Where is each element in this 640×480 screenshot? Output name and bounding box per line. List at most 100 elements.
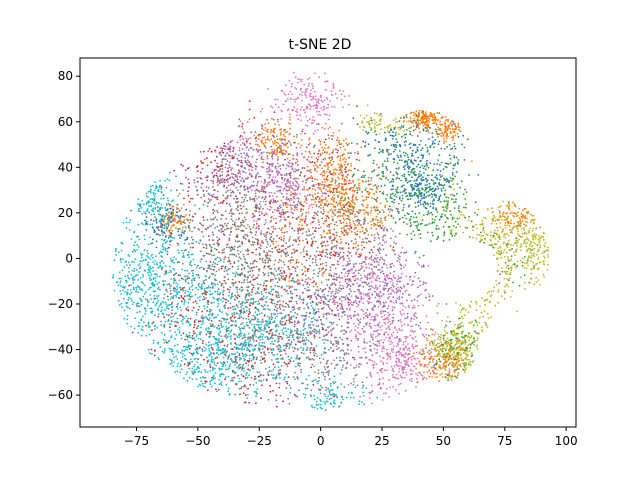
scatter-point (192, 306, 195, 309)
scatter-point (232, 173, 235, 176)
scatter-point (498, 236, 501, 239)
scatter-point (297, 261, 300, 264)
scatter-point (341, 300, 343, 302)
scatter-point (372, 309, 374, 312)
scatter-point (288, 240, 291, 242)
scatter-point (235, 271, 238, 274)
scatter-point (294, 76, 297, 79)
scatter-point (305, 179, 308, 182)
scatter-point (451, 361, 454, 364)
scatter-point (252, 284, 255, 287)
scatter-point (187, 190, 189, 193)
scatter-point (348, 293, 351, 296)
scatter-point (388, 320, 391, 323)
scatter-point (180, 309, 183, 311)
scatter-point (303, 83, 306, 86)
scatter-point (405, 140, 407, 143)
scatter-point (283, 179, 286, 182)
scatter-point (302, 299, 305, 302)
scatter-point (392, 264, 395, 267)
scatter-point (357, 345, 360, 348)
scatter-point (238, 300, 241, 303)
scatter-point (376, 112, 378, 115)
scatter-point (155, 187, 157, 190)
scatter-point (278, 386, 281, 389)
scatter-point (412, 119, 414, 122)
scatter-point (246, 376, 249, 379)
scatter-point (282, 149, 285, 152)
scatter-point (319, 114, 322, 116)
scatter-point (284, 305, 287, 308)
scatter-point (214, 372, 217, 374)
scatter-point (123, 317, 126, 320)
scatter-point (305, 259, 308, 262)
scatter-point (244, 353, 247, 356)
scatter-point (197, 371, 200, 373)
scatter-point (227, 329, 230, 332)
scatter-point (147, 243, 150, 246)
scatter-point (282, 204, 285, 207)
scatter-point (384, 137, 387, 140)
scatter-point (451, 374, 453, 377)
scatter-point (320, 188, 322, 191)
scatter-point (161, 207, 164, 209)
chart-title: t-SNE 2D (289, 37, 352, 53)
scatter-point (450, 338, 453, 341)
scatter-point (224, 282, 227, 284)
scatter-point (395, 373, 398, 376)
scatter-point (358, 262, 361, 265)
scatter-point (414, 112, 416, 115)
scatter-point (282, 275, 284, 278)
scatter-point (350, 290, 352, 293)
scatter-point (355, 337, 357, 340)
scatter-point (165, 265, 167, 267)
scatter-point (414, 182, 417, 185)
scatter-point (202, 246, 205, 249)
scatter-point (274, 366, 276, 368)
scatter-point (268, 257, 271, 260)
scatter-point (314, 292, 316, 294)
scatter-point (339, 89, 341, 92)
scatter-point (189, 246, 192, 249)
scatter-point (140, 207, 143, 209)
scatter-point (343, 386, 346, 388)
scatter-point (177, 328, 180, 331)
scatter-point (291, 158, 294, 160)
scatter-point (164, 320, 167, 323)
scatter-point (342, 217, 345, 220)
scatter-point (370, 119, 373, 122)
scatter-point (467, 332, 470, 334)
scatter-point (156, 308, 159, 310)
scatter-point (357, 211, 360, 214)
scatter-point (197, 309, 200, 311)
scatter-point (247, 342, 250, 345)
scatter-point (312, 203, 315, 206)
scatter-point (155, 218, 158, 221)
scatter-point (356, 189, 359, 192)
scatter-point (238, 314, 241, 317)
scatter-point (177, 208, 180, 210)
scatter-point (374, 286, 377, 289)
scatter-point (462, 193, 465, 196)
scatter-point (539, 246, 542, 249)
scatter-point (509, 229, 511, 231)
scatter-point (345, 218, 348, 220)
scatter-point (241, 352, 244, 355)
scatter-point (294, 371, 296, 374)
scatter-point (240, 159, 243, 162)
scatter-point (401, 313, 403, 316)
scatter-point (211, 265, 214, 268)
scatter-point (372, 338, 374, 341)
scatter-point (451, 177, 454, 180)
scatter-point (406, 181, 409, 184)
scatter-point (377, 293, 380, 296)
scatter-point (278, 144, 281, 147)
scatter-point (523, 266, 526, 269)
scatter-point (353, 228, 356, 231)
scatter-point (127, 261, 130, 264)
scatter-point (380, 219, 383, 222)
scatter-point (284, 138, 287, 141)
scatter-point (392, 119, 395, 122)
scatter-point (425, 377, 428, 380)
scatter-point (330, 90, 333, 92)
